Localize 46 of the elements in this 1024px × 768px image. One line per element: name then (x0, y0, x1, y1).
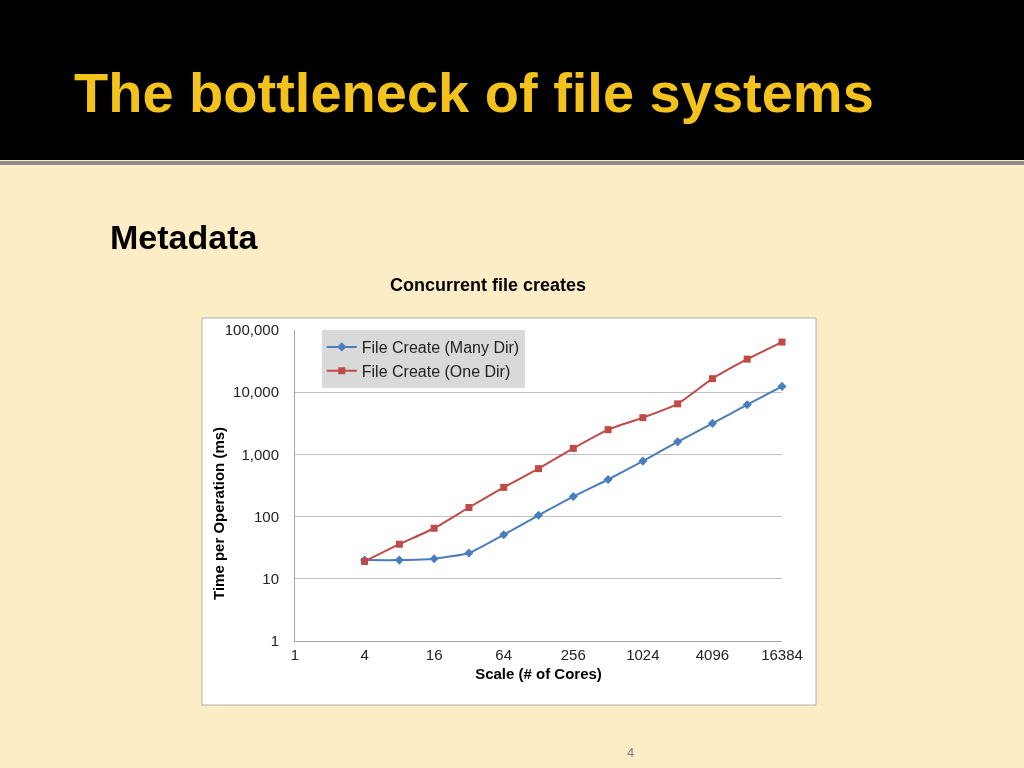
point (394, 555, 404, 565)
point (464, 548, 474, 558)
point (533, 510, 544, 520)
point (778, 338, 786, 346)
text: The bottleneck of file systems (74, 61, 874, 124)
x-tick-label: 16384 (761, 646, 803, 663)
point (707, 418, 717, 428)
point (430, 524, 438, 532)
point (395, 540, 403, 548)
x-tick-label: 64 (495, 646, 513, 663)
point (499, 530, 509, 540)
x-tick-label: 1024 (626, 646, 660, 663)
point (674, 400, 682, 408)
y-tick-label: 1 (270, 632, 279, 650)
point (708, 375, 716, 383)
legend-label: File Create (Many Dir) (361, 339, 520, 357)
point (638, 456, 648, 466)
point (500, 483, 508, 491)
point (535, 465, 542, 473)
point (639, 414, 647, 422)
point (603, 474, 613, 485)
point (429, 554, 439, 564)
chart-title: Concurrent file creates (389, 275, 587, 296)
x-axis-title: Scale (# of Cores) (475, 665, 602, 682)
y-tick-label: 1,000 (241, 445, 279, 463)
point (743, 355, 751, 363)
y-axis-title: Time per Operation (ms) (210, 426, 227, 600)
point (569, 444, 577, 452)
y-tick-label: 10 (262, 570, 279, 588)
y-tick-label: 100 (253, 507, 279, 525)
point (568, 492, 578, 502)
y-tick-label: 100,000 (224, 321, 279, 339)
point (604, 426, 612, 434)
point (777, 381, 787, 391)
point (742, 400, 752, 410)
point (673, 437, 683, 447)
point (465, 504, 473, 512)
text: 4 (627, 745, 635, 760)
x-tick-label: 4096 (695, 646, 730, 663)
y-tick-label: 10,000 (233, 383, 279, 401)
text: Metadata (110, 218, 259, 256)
x-tick-label: 4 (360, 646, 369, 663)
x-tick-label: 1 (290, 646, 300, 663)
x-tick-label: 16 (425, 646, 443, 663)
legend-label: File Create (One Dir) (361, 362, 511, 380)
x-tick-label: 256 (560, 646, 586, 663)
